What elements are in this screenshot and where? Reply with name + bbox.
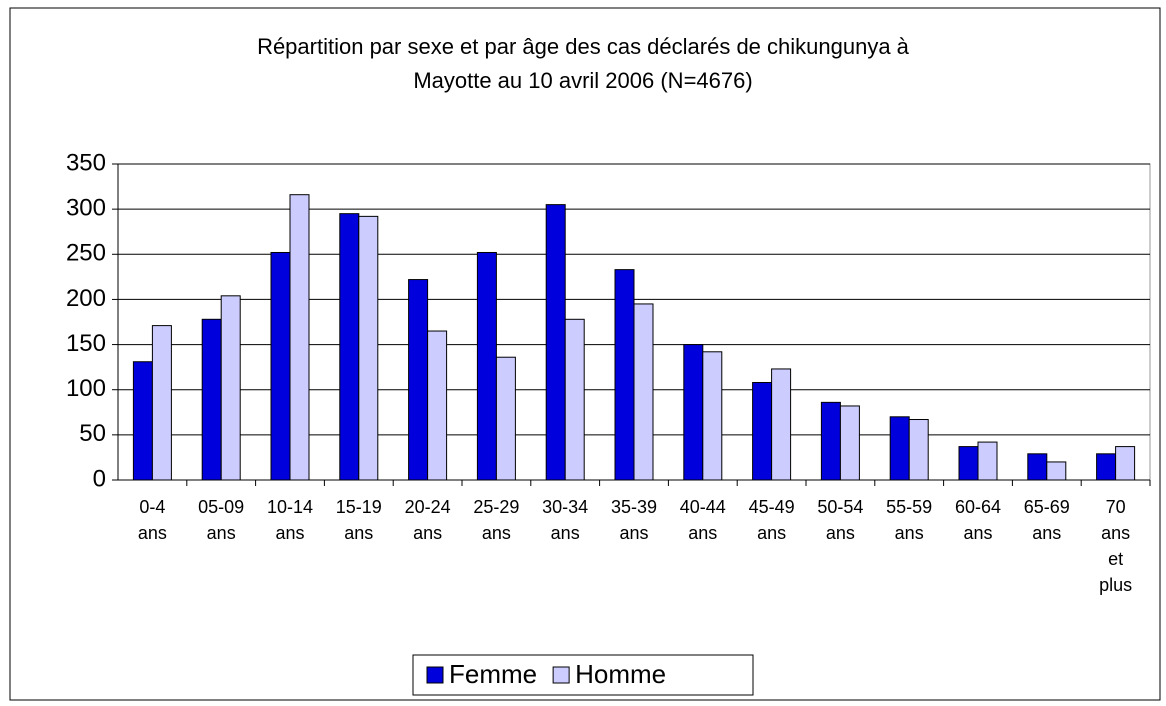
- y-tick-label: 0: [93, 465, 106, 492]
- y-tick-label: 100: [66, 375, 106, 402]
- legend-box: [412, 654, 754, 696]
- y-tick-label: 300: [66, 194, 106, 221]
- x-tick-label: 10-14 ans: [266, 497, 314, 543]
- bar: [839, 405, 860, 481]
- bar: [476, 251, 497, 481]
- x-tick-label: 20-24 ans: [404, 497, 451, 543]
- bar: [201, 318, 222, 481]
- x-tick-label: 50-54 ans: [817, 497, 864, 543]
- bar: [958, 446, 979, 481]
- bar: [683, 344, 704, 481]
- legend-swatch: [426, 666, 444, 684]
- y-tick-label: 250: [66, 240, 106, 267]
- bar: [289, 194, 310, 481]
- y-tick-label: 200: [66, 285, 106, 312]
- bar: [358, 215, 379, 481]
- bar: [564, 318, 585, 481]
- bar: [702, 351, 723, 481]
- x-tick-label: 40-44 ans: [679, 497, 726, 543]
- x-tick-label: 35-39 ans: [610, 497, 658, 543]
- x-tick-label: 15-19 ans: [335, 497, 382, 543]
- x-tick-label: 45-49 ans: [748, 497, 795, 543]
- bar: [1046, 461, 1067, 481]
- bar: [614, 269, 635, 481]
- bar: [771, 368, 792, 481]
- bar: [270, 251, 291, 481]
- bar: [1096, 453, 1117, 481]
- bar: [820, 401, 841, 481]
- bar: [220, 295, 241, 481]
- x-tick-label: 05-09 ans: [198, 497, 245, 543]
- bar: [1027, 453, 1048, 481]
- x-tick-label: 70 ans et plus: [1099, 497, 1133, 595]
- chart-border: [9, 7, 1161, 701]
- y-tick-label: 50: [79, 420, 106, 447]
- x-tick-label: 60-64 ans: [954, 497, 1002, 543]
- bar: [495, 356, 516, 481]
- bar: [151, 325, 172, 481]
- legend-label: Homme: [575, 659, 666, 689]
- x-tick-label: 55-59 ans: [886, 497, 933, 543]
- x-tick-label: 30-34 ans: [542, 497, 589, 543]
- x-tick-label: 65-69 ans: [1023, 497, 1070, 543]
- bar: [908, 419, 929, 481]
- legend-label: Femme: [449, 659, 537, 689]
- bar: [889, 416, 910, 481]
- bar: [752, 381, 773, 481]
- bar: [132, 361, 153, 481]
- bar: [977, 441, 998, 481]
- bar: [633, 303, 654, 481]
- legend-swatch: [552, 666, 570, 684]
- y-tick-label: 350: [66, 149, 106, 176]
- bar: [339, 213, 360, 481]
- x-tick-label: 25-29 ans: [473, 497, 520, 543]
- y-tick-label: 150: [66, 330, 106, 357]
- chart-title: Répartition par sexe et par âge des cas …: [257, 34, 909, 93]
- bar: [427, 330, 448, 481]
- x-tick-label: 0-4 ans: [137, 497, 167, 543]
- bar: [1115, 446, 1136, 481]
- bar: [545, 204, 566, 481]
- bar: [408, 279, 429, 481]
